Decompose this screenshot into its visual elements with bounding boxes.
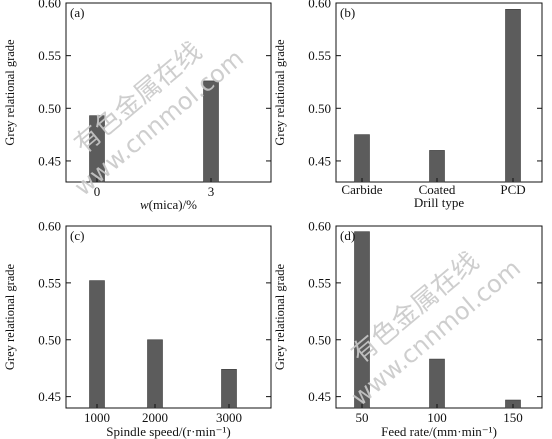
x-axis-label: Spindle speed/(r·min⁻¹) <box>106 424 230 439</box>
panel-label: (a) <box>70 5 84 20</box>
y-tick-label: 0.60 <box>308 219 331 234</box>
bar <box>221 369 237 409</box>
x-tick-label: 3 <box>208 184 215 199</box>
x-axis-label-italic: w <box>140 197 149 212</box>
bar <box>89 280 105 409</box>
panel-label: (b) <box>340 5 355 20</box>
panel-c: 0.45 0.50 0.55 0.60 1000 2000 3000 (c) Spindle s… <box>3 219 272 439</box>
bar <box>429 150 445 183</box>
y-tick-label: 0.50 <box>308 332 331 347</box>
x-axis-label: w(mica)/% <box>140 197 197 212</box>
x-tick-label: 100 <box>427 410 447 425</box>
y-tick-label: 0.60 <box>308 0 331 11</box>
y-tick-label: 0.45 <box>38 389 61 404</box>
y-tick-label: 0.55 <box>38 48 61 63</box>
x-axis-label: Drill type <box>414 195 464 210</box>
panel-d: 0.45 0.50 0.55 0.60 50 100 150 (d) Feed rate/(mm… <box>273 219 543 439</box>
y-tick-label: 0.45 <box>308 153 331 168</box>
y-tick-label: 0.45 <box>38 153 61 168</box>
panel-b: 0.45 0.50 0.55 0.60 Carbide Coated PCD (b) Drill… <box>273 0 543 210</box>
x-tick-label: Carbide <box>341 182 382 197</box>
y-tick-label: 0.45 <box>308 389 331 404</box>
y-tick-label: 0.50 <box>308 101 331 116</box>
x-tick-label: 3000 <box>216 410 242 425</box>
x-tick-label: Coated <box>419 182 456 197</box>
y-axis-label: Grey relational grade <box>273 263 287 370</box>
x-tick-label: 50 <box>356 410 369 425</box>
panel-label: (d) <box>340 228 355 243</box>
x-tick-label: PCD <box>500 182 525 197</box>
panel-a: 0.45 0.50 0.55 0.60 0 3 (a) w(mica)/% Grey relat… <box>3 0 272 212</box>
y-axis-label: Grey relational grade <box>3 39 17 146</box>
x-tick-label: 2000 <box>142 410 168 425</box>
y-tick-label: 0.60 <box>38 219 61 234</box>
plot-frame <box>65 225 272 409</box>
x-tick-label: 0 <box>94 184 101 199</box>
bar <box>147 339 163 409</box>
y-tick-label: 0.55 <box>308 275 331 290</box>
x-tick-label: 150 <box>503 410 523 425</box>
y-tick-label: 0.50 <box>38 101 61 116</box>
bar <box>354 134 370 183</box>
panel-label: (c) <box>70 228 84 243</box>
x-axis-label: Feed rate/(mm·min⁻¹) <box>381 424 497 439</box>
y-tick-label: 0.55 <box>308 48 331 63</box>
y-tick-label: 0.50 <box>38 332 61 347</box>
x-axis-label-rest: (mica)/% <box>149 197 198 212</box>
y-axis-label: Grey relational grade <box>3 263 17 370</box>
y-tick-label: 0.60 <box>38 0 61 11</box>
x-tick-label: 1000 <box>84 410 110 425</box>
bar <box>429 358 445 409</box>
bar <box>505 9 521 183</box>
y-tick-label: 0.55 <box>38 275 61 290</box>
y-axis-label: Grey relational grade <box>273 39 287 146</box>
plot-frame <box>65 2 272 183</box>
